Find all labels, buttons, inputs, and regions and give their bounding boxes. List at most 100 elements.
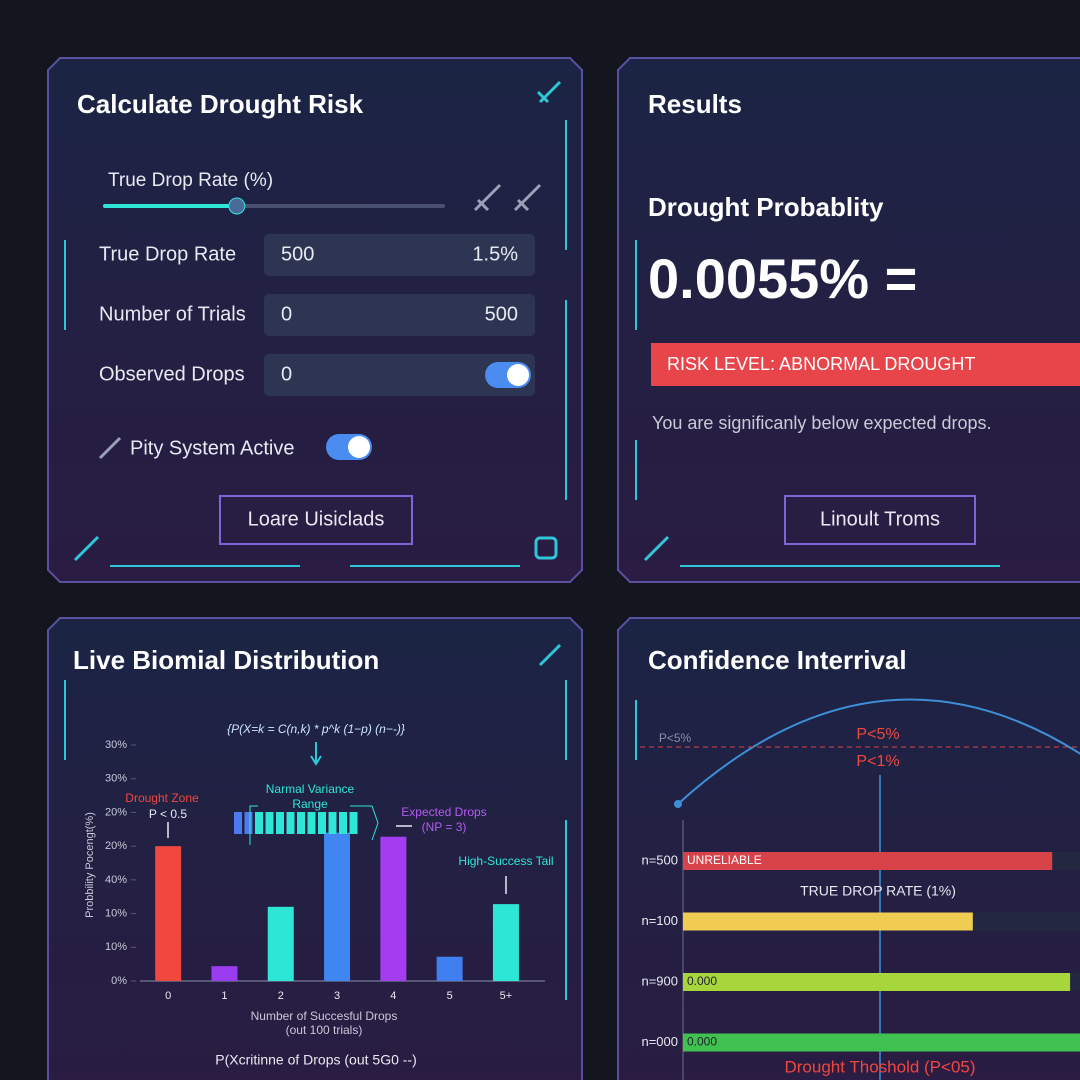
icon [98, 436, 122, 460]
y-axis-label: Probbility Pocengt(%) [84, 812, 96, 918]
x-axis-label: (out 100 trials) [286, 1023, 363, 1037]
slider-label: True Drop Rate (%) [108, 170, 273, 191]
annotation: Drought Zone [125, 791, 199, 805]
variance-segment [328, 812, 337, 834]
y-tick-label: 20% [105, 806, 127, 818]
form: True Drop Rate 500 1.5% Number of Trials 0 50… [99, 234, 535, 396]
input-value[interactable]: 1.5% [472, 243, 518, 265]
x-tick-label: 2 [278, 990, 284, 1002]
frame-accents [64, 120, 1000, 1000]
bar [683, 852, 1053, 870]
x-tick-label: 4 [390, 990, 396, 1002]
icon [536, 80, 562, 104]
bar [436, 956, 463, 981]
arrows [167, 822, 507, 894]
y-tick-label: 20% [105, 840, 127, 852]
y-tick-label: 30% [105, 773, 127, 785]
pity-label: Pity System Active [130, 437, 295, 459]
arc [677, 698, 1080, 805]
arc-end [674, 800, 682, 808]
accent [64, 120, 567, 567]
bar [267, 906, 294, 981]
icon [73, 535, 100, 562]
bracket [249, 805, 379, 845]
input-value[interactable]: 500 [281, 243, 314, 265]
bar [683, 973, 1071, 991]
chart-title: Live Biomial Distribution [73, 645, 379, 675]
input-value[interactable]: 0 [281, 363, 292, 385]
charts: 0% 10% 10% 40% 20% 20% 30% 30% Probbility Poceng… [84, 698, 1080, 1080]
accent [64, 680, 637, 1000]
y-tick-label: n=500 [641, 852, 678, 867]
message: You are significanly below expected drop… [652, 413, 992, 433]
variance-segment [349, 812, 358, 834]
x-tick-label: 3 [334, 990, 340, 1002]
variance-segment [286, 812, 295, 834]
input-value[interactable]: 0 [281, 303, 292, 325]
input-box[interactable] [264, 294, 535, 336]
panel [617, 617, 1080, 1080]
icon [534, 536, 558, 560]
y-tick-label: n=100 [641, 913, 678, 928]
variance-segment [339, 812, 347, 834]
variance-segment [307, 812, 316, 834]
y-tick-label: 10% [105, 907, 127, 919]
x-tick-label: 0 [165, 990, 171, 1002]
input-value[interactable]: 500 [485, 303, 518, 325]
risk-level: RISK LEVEL: ABNORMAL DROUGHT [667, 354, 975, 374]
bar [211, 966, 238, 981]
variance-segment [297, 812, 305, 834]
y-tick-label: 0% [111, 975, 127, 987]
x-tick-label: 1 [221, 990, 227, 1002]
annotation: Expected Drops [401, 805, 486, 819]
y-tick-label: n=900 [641, 973, 678, 988]
chart-title: Confidence Interrival [648, 645, 907, 675]
bar-label: 0.000 [687, 974, 717, 988]
arrow [310, 742, 322, 766]
variance-segment [244, 812, 253, 834]
chart-footer: Drought Thoshold (P<05) [784, 1057, 975, 1076]
icon [513, 183, 542, 212]
button-label[interactable]: Linoult Troms [820, 508, 940, 530]
y-tick-label: 30% [105, 739, 127, 751]
button-frame[interactable] [219, 495, 413, 545]
input-box[interactable] [264, 234, 535, 276]
risk-banner [651, 343, 1080, 386]
bar [380, 836, 407, 981]
variance-segment [234, 812, 242, 834]
accent [635, 240, 1000, 567]
threshold-label: P<5% [856, 726, 899, 743]
bar [683, 912, 973, 931]
bar [324, 832, 351, 981]
threshold-label: P<1% [856, 753, 899, 770]
annotation: Range [292, 797, 328, 811]
y-tick-label: 10% [105, 941, 127, 953]
button-label[interactable]: Loare Uisiclads [248, 508, 385, 530]
toggle-knob[interactable] [507, 364, 529, 386]
panel [617, 57, 1080, 583]
toggle-knob[interactable] [348, 436, 370, 458]
slider-knob[interactable] [228, 197, 246, 215]
rate-label: TRUE DROP RATE (1%) [800, 883, 956, 899]
left-label: P<5% [659, 731, 692, 745]
annotation: (NP = 3) [422, 820, 467, 834]
variance-segment [276, 812, 284, 834]
field-label: Number of Trials [99, 303, 246, 325]
x-axis-label: Number of Succesful Drops [251, 1009, 398, 1023]
button[interactable]: Loare Uisiclads [219, 495, 413, 545]
chart-footer: P(Xcritinne of Drops (out 5G0 --) [215, 1052, 417, 1068]
input-box[interactable] [264, 354, 535, 396]
variance-segment [265, 812, 274, 834]
x-tick-label: 5+ [500, 990, 513, 1002]
x-tick-label: 5 [447, 990, 453, 1002]
bar [492, 904, 519, 981]
panel-title: Calculate Drought Risk [77, 89, 364, 119]
button-frame[interactable] [784, 495, 976, 545]
panel-title: Results [648, 89, 742, 119]
y-tick-label: n=000 [641, 1034, 678, 1049]
button[interactable]: Linoult Troms [784, 495, 976, 545]
bar [155, 846, 182, 981]
y-tick-label: 40% [105, 874, 127, 886]
sword-icons [73, 80, 670, 667]
